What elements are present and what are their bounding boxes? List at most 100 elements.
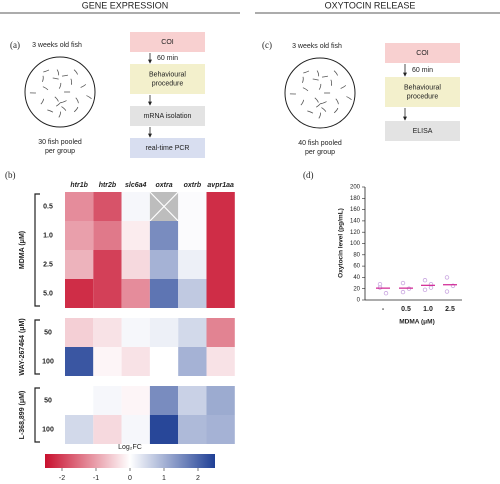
fish [315,102,321,108]
step-text: COI [161,39,174,46]
cell [206,250,235,279]
cell [93,386,122,415]
colorbar [45,454,215,468]
fish [321,107,327,112]
colorbar-label: Log₂FC [118,444,142,451]
step-box [385,77,460,107]
cell [93,221,122,250]
fish [43,69,50,73]
point [444,289,450,294]
cell [93,415,122,444]
fish [40,98,44,105]
header: OXYTOCIN RELEASE [325,0,416,10]
group-label: WAY-267464 (μM) [19,318,26,375]
cell [149,279,179,308]
row-label: 1.0 [43,232,53,239]
cell [121,279,150,308]
row-label: 0.5 [43,203,53,210]
dish [24,56,96,128]
fish [314,97,319,103]
x-tick-label: 2.5 [445,306,455,313]
cell [206,347,235,376]
cell [206,192,235,221]
cell [93,250,122,279]
fish [54,96,59,102]
cell [93,192,122,221]
fish [58,82,62,89]
cell [93,279,122,308]
panel-label: (d) [303,170,314,180]
fish-note: per group [45,148,75,155]
content: 3 weeks old fish 30 fish pooled per group C… [19,32,462,482]
y-tick-label: 20 [353,286,360,292]
cell [93,347,122,376]
fish [58,111,61,118]
step-box [130,106,205,126]
cell [65,415,94,444]
cell [178,221,207,250]
interval: 60 min [412,67,433,74]
cell [149,347,179,376]
fish [73,69,78,75]
step-box [130,138,205,158]
panel-label: (c) [262,40,272,50]
step-text: ELISA [413,128,433,135]
row-label: 2.5 [43,261,53,268]
cell [65,386,94,415]
point [383,291,389,296]
step-text: real-time PCR [146,145,190,152]
cell [206,415,235,444]
cell [65,347,94,376]
missing-cross [149,191,179,222]
x-axis-label: MDMA (μM) [399,319,435,326]
fish-note: 30 fish pooled [38,139,82,146]
cell [121,386,150,415]
fish [86,95,92,100]
fish [302,87,309,92]
cell [65,221,94,250]
fish [42,86,49,91]
x-tick-label: 1.0 [423,306,433,313]
cell [178,386,207,415]
fish [321,75,329,78]
row-label: 5.0 [43,290,53,297]
step-box [130,32,205,52]
point [400,280,406,286]
fish [318,112,321,119]
interval: 60 min [157,55,178,62]
cell [121,415,150,444]
column-label: htr2b [99,182,117,189]
fish [61,106,67,111]
colorbar-tick-label: -1 [93,475,99,482]
point [450,283,456,289]
fish [312,78,319,81]
cell [149,386,179,415]
y-tick-label: 200 [350,185,361,191]
step-box [385,121,460,141]
fish [52,77,59,80]
point [400,289,406,295]
fish [318,83,322,90]
cell [121,192,150,221]
cell [93,318,122,347]
cell [149,221,179,250]
panel-label: (a) [10,40,20,50]
cell [121,221,150,250]
step-text: Behavioural [404,84,441,91]
dish [284,57,356,129]
fish [335,98,339,105]
fish [333,70,338,76]
y-axis-label: Oxytocin level (pg/mL) [338,208,345,278]
cell [65,192,94,221]
column-label: htr1b [70,182,88,189]
fish [80,84,87,88]
x-tick-label: 0.5 [401,306,411,313]
fish [333,107,339,114]
colorbar-tick-label: -2 [59,475,65,482]
cell [178,279,207,308]
column-label: oxtrb [184,182,202,189]
column-label: avpr1aa [207,182,234,189]
cell [65,318,94,347]
y-tick-label: 0 [357,298,361,304]
column-label: slc6a4 [125,182,147,189]
